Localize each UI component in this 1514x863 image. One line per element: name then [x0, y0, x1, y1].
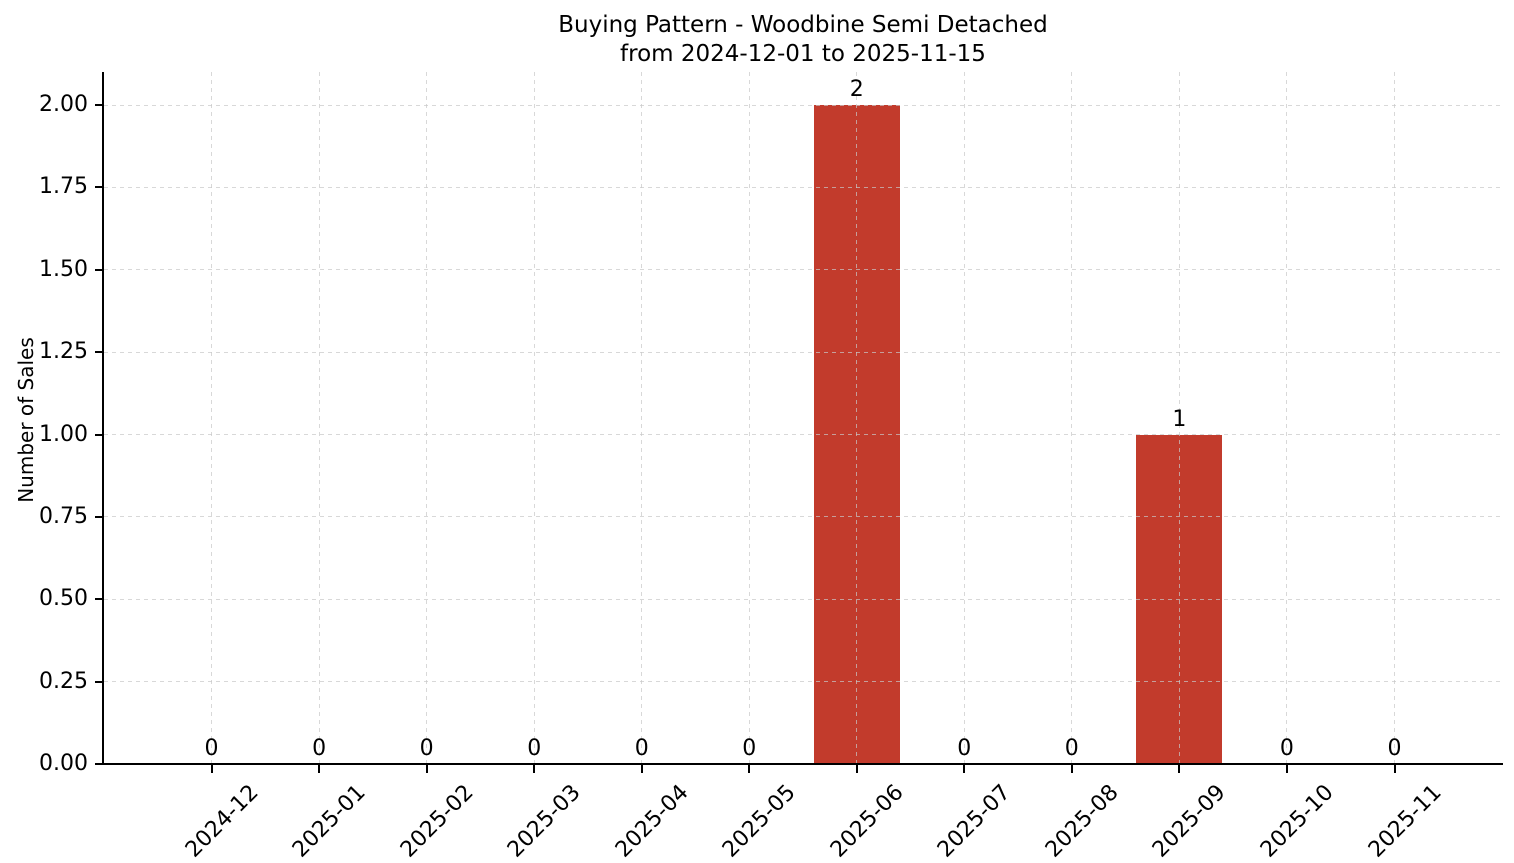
h-gridline	[104, 104, 1502, 106]
v-gridline	[426, 72, 428, 764]
v-gridline	[1286, 72, 1288, 764]
v-gridline	[1394, 72, 1395, 764]
h-gridline	[104, 351, 1502, 353]
y-tick-label: 1.50	[39, 256, 88, 282]
h-gridline	[104, 681, 1502, 683]
y-tick-label: 0.50	[39, 586, 88, 612]
y-tick-mark	[95, 515, 103, 518]
h-gridline	[104, 434, 1502, 435]
y-tick-mark	[95, 433, 103, 436]
y-tick-mark	[95, 268, 103, 271]
x-tick-mark	[640, 765, 643, 773]
chart-title-line2: from 2024-12-01 to 2025-11-15	[620, 41, 986, 67]
bar-value-label: 2	[849, 77, 864, 102]
x-tick-label: 2025-11	[1363, 780, 1447, 863]
bar-value-label: 0	[419, 736, 434, 761]
v-gridline	[641, 72, 643, 764]
bar-value-label: 0	[1064, 736, 1079, 761]
x-tick-label: 2025-08	[1040, 780, 1124, 863]
x-tick-mark	[855, 765, 858, 773]
x-tick-label: 2025-09	[1148, 780, 1232, 863]
x-tick-label: 2025-01	[288, 780, 371, 863]
bar-value-label: 0	[742, 736, 757, 761]
x-tick-label: 2025-10	[1255, 780, 1339, 863]
bar-value-label: 0	[527, 736, 542, 761]
y-tick-label: 0.00	[39, 751, 88, 776]
x-tick-mark	[1393, 765, 1396, 773]
x-tick-mark	[425, 765, 428, 773]
bar-value-label: 0	[204, 736, 219, 761]
bar	[813, 105, 900, 764]
bar-value-label: 0	[1387, 736, 1402, 761]
x-tick-mark	[1285, 765, 1288, 773]
x-tick-label: 2025-03	[503, 780, 586, 863]
x-tick-label: 2025-04	[610, 780, 694, 863]
v-gridline	[533, 72, 535, 764]
v-gridline	[318, 72, 320, 764]
x-tick-label: 2024-12	[180, 780, 264, 863]
y-tick-mark	[95, 763, 103, 765]
y-tick-label: 0.25	[39, 668, 88, 694]
y-tick-label: 1.25	[39, 339, 88, 365]
x-tick-label: 2025-05	[718, 780, 801, 863]
x-tick-mark	[748, 765, 751, 773]
h-gridline	[104, 269, 1502, 271]
y-tick-label: 1.75	[39, 174, 88, 200]
h-gridline	[104, 186, 1502, 188]
x-tick-label: 2025-02	[395, 780, 479, 863]
x-tick-label: 2025-07	[933, 780, 1016, 863]
bar	[1136, 434, 1223, 764]
y-tick-mark	[95, 351, 103, 354]
bar-value-label: 0	[634, 736, 649, 761]
v-gridline	[963, 72, 965, 764]
x-tick-mark	[318, 765, 321, 773]
x-tick-mark	[963, 765, 966, 773]
x-tick-mark	[210, 765, 213, 773]
chart-title: Buying Pattern - Woodbine Semi Detached …	[104, 11, 1502, 69]
bar-value-label: 1	[1172, 406, 1187, 432]
v-gridline	[748, 72, 750, 764]
v-gridline	[211, 72, 212, 764]
bar-value-label: 0	[1279, 736, 1294, 761]
y-tick-mark	[95, 598, 103, 601]
y-tick-mark	[95, 104, 103, 106]
y-tick-mark	[95, 186, 103, 189]
h-gridline	[104, 516, 1502, 518]
y-axis-spine	[102, 72, 104, 765]
x-tick-mark	[1178, 765, 1181, 773]
x-axis-spine	[102, 763, 1503, 765]
h-gridline	[104, 598, 1502, 600]
y-tick-mark	[95, 680, 103, 683]
bar-value-label: 0	[957, 736, 972, 761]
x-tick-mark	[1070, 765, 1073, 773]
y-tick-label: 2.00	[39, 92, 88, 117]
y-tick-label: 1.00	[39, 421, 88, 447]
v-gridline	[1071, 72, 1073, 764]
bar-value-label: 0	[312, 736, 327, 761]
chart-title-line1: Buying Pattern - Woodbine Semi Detached	[558, 12, 1048, 38]
x-tick-label: 2025-06	[825, 780, 909, 863]
y-tick-label: 0.75	[39, 503, 88, 529]
x-tick-mark	[533, 765, 536, 773]
